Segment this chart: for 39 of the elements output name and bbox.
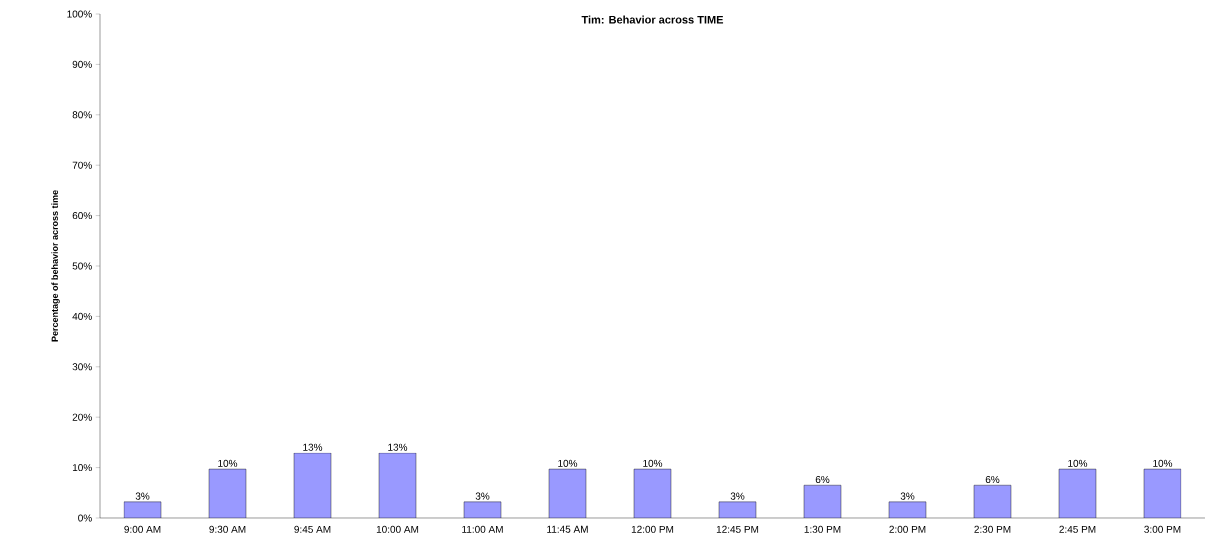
y-tick-label: 10% (72, 464, 92, 472)
y-tick-label: 50% (72, 262, 92, 270)
x-tick-label: 11:00 AM (462, 525, 503, 533)
x-tick-label: 2:30 PM (974, 525, 1011, 533)
data-label: 13% (303, 443, 323, 451)
data-label: 6% (815, 475, 830, 484)
y-tick-label: 20% (72, 413, 92, 421)
data-label: 3% (900, 492, 915, 500)
y-tick-label: 70% (72, 161, 92, 169)
data-label: 10% (1153, 459, 1173, 467)
y-tick-label: 30% (72, 363, 92, 371)
y-tick-label: 80% (72, 111, 92, 119)
y-tick-label: 60% (72, 212, 92, 220)
x-tick-label: 12:45 PM (716, 525, 759, 533)
x-tick-label: 1:30 PM (804, 525, 841, 533)
y-tick-label: 100% (67, 10, 92, 18)
data-label: 13% (388, 443, 408, 451)
x-tick-label: 2:45 PM (1059, 525, 1096, 533)
x-tick-label: 12:00 PM (631, 525, 674, 533)
data-label: 3% (730, 492, 745, 500)
x-tick-label: 9:30 AM (209, 525, 246, 533)
data-label: 10% (643, 459, 663, 467)
x-tick-label: 10:00 AM (376, 525, 419, 533)
y-tick-label: 90% (72, 60, 92, 68)
x-tick-label: 9:45 AM (294, 525, 331, 533)
y-tick-label: 0% (78, 514, 92, 522)
data-label: 6% (985, 475, 1000, 484)
y-tick-label: 40% (72, 312, 92, 320)
data-label: 3% (135, 492, 150, 500)
data-label: 3% (475, 492, 490, 500)
data-label: 10% (558, 459, 578, 467)
chart-title: Tim: Behavior across TIME (581, 15, 724, 24)
data-label: 10% (218, 459, 238, 467)
y-axis-title: Percentage of behavior across time (51, 190, 60, 342)
data-label: 10% (1068, 459, 1088, 467)
x-tick-label: 2:00 PM (889, 525, 926, 533)
x-tick-label: 9:00 AM (124, 525, 161, 533)
x-tick-label: 11:45 AM (547, 525, 588, 533)
x-tick-label: 3:00 PM (1144, 525, 1181, 533)
